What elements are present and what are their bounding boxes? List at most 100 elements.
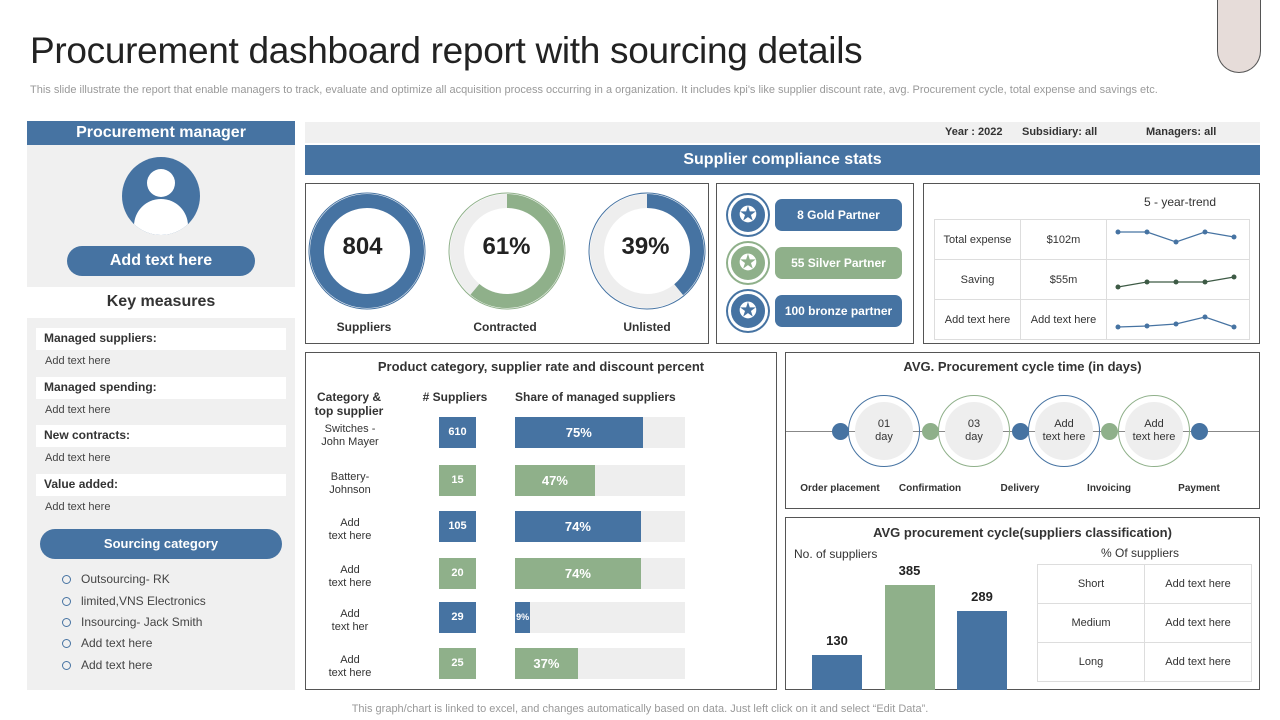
bullet-icon bbox=[62, 639, 71, 648]
donut-value: 61% bbox=[482, 233, 531, 260]
timeline-dot bbox=[1101, 423, 1118, 440]
trend-name: Saving bbox=[934, 259, 1021, 300]
sourcing-item: Add text here bbox=[62, 636, 152, 650]
category-label: Add text her bbox=[331, 608, 369, 633]
trend-name: Total expense bbox=[934, 219, 1021, 260]
table-label: % Of suppliers bbox=[1101, 546, 1180, 560]
sourcing-label: Outsourcing- RK bbox=[81, 572, 170, 586]
page-title: Procurement dashboard report with sourci… bbox=[30, 30, 863, 71]
sparkline-point bbox=[1173, 279, 1179, 285]
donut-arc bbox=[590, 194, 704, 308]
filter-year[interactable]: Year : 2022 bbox=[945, 126, 1003, 138]
step-label: Order placement bbox=[800, 483, 880, 494]
share-bar-track: 9% bbox=[515, 602, 685, 633]
measure-label: Managed suppliers: bbox=[36, 328, 286, 350]
step-value: 01 day bbox=[855, 402, 913, 460]
cycle-title: AVG. Procurement cycle time (in days) bbox=[903, 359, 1142, 374]
sparkline-point bbox=[1144, 279, 1150, 285]
donut-label: Contracted bbox=[473, 320, 537, 334]
trend-name: Add text here bbox=[934, 299, 1021, 340]
category-label: Battery- Johnson bbox=[329, 471, 371, 496]
donut-ring bbox=[588, 192, 706, 310]
sourcing-label: limited,VNS Electronics bbox=[81, 594, 206, 608]
bullet-icon bbox=[62, 661, 71, 670]
table-row: Medium Add text here bbox=[1037, 603, 1252, 643]
trend-table: Total expense $102m Saving $55m Add text h… bbox=[934, 219, 1250, 340]
sparkline bbox=[1115, 314, 1237, 330]
trend-value: $102m bbox=[1020, 219, 1107, 260]
footer-note: This graph/chart is linked to excel, and… bbox=[351, 703, 929, 715]
class-value: Add text here bbox=[1144, 642, 1252, 682]
step-value: Add text here bbox=[1125, 402, 1183, 460]
sourcing-category-header: Sourcing category bbox=[40, 529, 282, 559]
measure-value: Add text here bbox=[45, 355, 111, 367]
star-badge-icon: ✪ bbox=[728, 243, 768, 283]
sparkline-point bbox=[1115, 324, 1121, 330]
sourcing-label: Add text here bbox=[81, 636, 153, 650]
filter-managers[interactable]: Managers: all bbox=[1146, 126, 1217, 138]
sparkline-point bbox=[1144, 229, 1150, 235]
bar bbox=[957, 611, 1007, 690]
class-name: Short bbox=[1037, 564, 1145, 604]
bar-label: 130 bbox=[826, 632, 848, 648]
donut-arc bbox=[450, 194, 564, 308]
share-bar: 9% bbox=[515, 602, 531, 633]
bar bbox=[812, 654, 862, 690]
sparkline-point bbox=[1144, 323, 1150, 329]
star-badge-icon: ✪ bbox=[728, 195, 768, 235]
supplier-count: 610 bbox=[439, 417, 476, 448]
category-label: Add text here bbox=[328, 564, 372, 589]
donut-label: Unlisted bbox=[623, 320, 671, 334]
col-header: # Suppliers bbox=[422, 390, 488, 404]
sourcing-item: Add text here bbox=[62, 658, 152, 672]
cycle-step: Add text here bbox=[1028, 395, 1100, 467]
step-value: 03 day bbox=[945, 402, 1003, 460]
share-bar-track: 75% bbox=[515, 417, 685, 448]
key-measures-title: Key measures bbox=[106, 293, 216, 310]
filter-bar bbox=[305, 122, 1260, 143]
sourcing-item: limited,VNS Electronics bbox=[62, 594, 206, 608]
bar-label: 385 bbox=[898, 562, 921, 578]
sourcing-label: Add text here bbox=[81, 658, 153, 672]
sparkline-point bbox=[1202, 314, 1208, 320]
bullet-icon bbox=[62, 575, 71, 584]
table-row: Saving $55m bbox=[934, 259, 1250, 300]
sparkline-point bbox=[1115, 229, 1121, 235]
trend-title: 5 - year-trend bbox=[1144, 195, 1217, 209]
supplier-count: 105 bbox=[439, 511, 476, 542]
share-bar-track: 74% bbox=[515, 511, 685, 542]
bar bbox=[884, 584, 935, 690]
step-label: Delivery bbox=[1000, 483, 1040, 494]
donut-arc bbox=[310, 194, 424, 308]
sparkline-point bbox=[1231, 274, 1237, 280]
sparkline-point bbox=[1231, 324, 1237, 330]
cycle-step: Add text here bbox=[1118, 395, 1190, 467]
page-subtitle: This slide illustrate the report that en… bbox=[30, 84, 1158, 96]
donut-label: Suppliers bbox=[336, 320, 392, 334]
donut-charts bbox=[308, 192, 706, 310]
supplier-count: 25 bbox=[439, 648, 476, 679]
table-row: Short Add text here bbox=[1037, 564, 1252, 604]
classification-title: AVG procurement cycle(suppliers classifi… bbox=[873, 525, 1172, 540]
share-bar-track: 47% bbox=[515, 465, 685, 496]
donut-panel bbox=[305, 183, 709, 344]
timeline-dot bbox=[922, 423, 939, 440]
class-name: Long bbox=[1037, 642, 1145, 682]
category-label: Add text here bbox=[328, 654, 372, 679]
measure-value: Add text here bbox=[45, 501, 111, 513]
col-header: Category & top supplier bbox=[314, 390, 384, 418]
filter-subsidiary[interactable]: Subsidiary: all bbox=[1022, 126, 1098, 138]
col-header: Share of managed suppliers bbox=[515, 390, 676, 404]
share-bar: 47% bbox=[515, 465, 595, 496]
share-bar-track: 37% bbox=[515, 648, 685, 679]
manager-header: Procurement manager bbox=[27, 121, 295, 145]
partner-badge: 8 Gold Partner bbox=[775, 199, 902, 231]
sourcing-label: Insourcing- Jack Smith bbox=[81, 615, 203, 629]
trend-value: $55m bbox=[1020, 259, 1107, 300]
decorative-tab bbox=[1217, 0, 1261, 73]
cycle-step: 01 day bbox=[848, 395, 920, 467]
class-value: Add text here bbox=[1144, 564, 1252, 604]
sparkline bbox=[1115, 274, 1237, 290]
add-text-button[interactable]: Add text here bbox=[67, 246, 255, 276]
user-icon bbox=[122, 157, 200, 235]
